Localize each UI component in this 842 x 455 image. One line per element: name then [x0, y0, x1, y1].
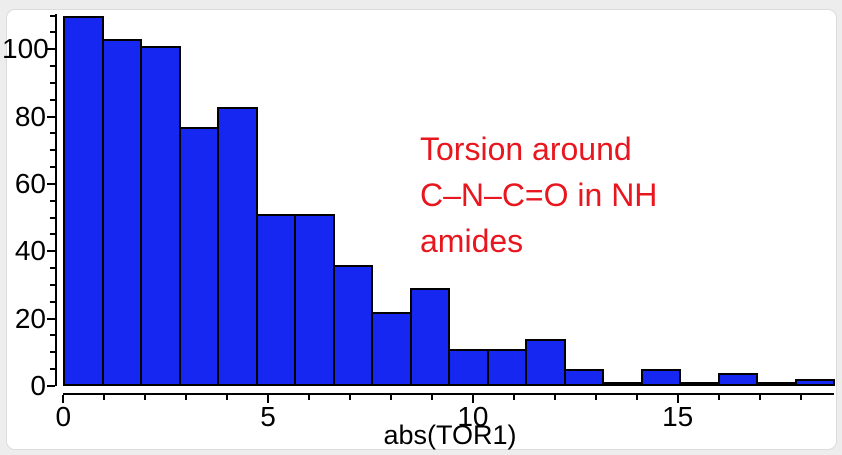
y-tick-label: 100: [2, 33, 49, 65]
histogram-bar[interactable]: [101, 39, 143, 386]
x-axis-tick: [185, 394, 188, 400]
x-axis-tick: [799, 394, 802, 400]
histogram-bar[interactable]: [255, 214, 297, 386]
annotation-text: Torsion around C–N–C=O in NH amides: [420, 126, 657, 264]
y-axis-tick: [50, 31, 55, 34]
histogram-bar[interactable]: [294, 214, 335, 386]
y-axis-tick: [50, 300, 55, 303]
x-axis-tick: [103, 394, 106, 400]
histogram-bar[interactable]: [602, 382, 643, 386]
y-axis-tick: [50, 65, 55, 68]
y-axis-tick: [50, 81, 55, 84]
annotation-line: Torsion around: [420, 131, 632, 167]
y-axis-tick: [50, 199, 55, 202]
y-axis-tick: [50, 132, 55, 135]
y-axis-tick: [47, 317, 55, 320]
x-axis-tick: [62, 394, 65, 403]
x-axis-tick: [512, 394, 515, 400]
x-axis-tick: [430, 394, 433, 400]
y-axis-tick: [50, 14, 55, 17]
y-axis-tick: [50, 149, 55, 152]
histogram-bar[interactable]: [140, 45, 181, 386]
y-axis-tick: [50, 283, 55, 286]
y-tick-label: 40: [14, 235, 46, 267]
y-axis-tick: [47, 182, 55, 185]
y-axis-tick: [50, 334, 55, 337]
y-axis-tick: [47, 385, 55, 387]
x-tick-label: 0: [55, 400, 72, 432]
x-axis-tick: [389, 394, 392, 400]
x-tick-label: 10: [457, 400, 489, 432]
histogram-bar[interactable]: [371, 311, 412, 386]
y-axis-tick: [50, 233, 55, 236]
y-axis-tick: [47, 48, 55, 51]
x-tick-label: 5: [260, 400, 276, 432]
annotation-line: C–N–C=O in NH: [420, 177, 658, 213]
histogram-bar[interactable]: [525, 338, 566, 386]
histogram-bar[interactable]: [217, 106, 258, 386]
histogram-bar[interactable]: [409, 288, 451, 386]
x-axis-tick: [471, 394, 474, 403]
histogram-bar[interactable]: [178, 126, 220, 386]
x-axis-tick: [758, 394, 761, 400]
x-axis-tick: [594, 394, 597, 400]
y-axis-tick: [50, 98, 55, 101]
y-tick-label: 80: [14, 100, 46, 132]
histogram-bar[interactable]: [448, 348, 489, 386]
x-axis-tick: [349, 394, 352, 400]
histogram-bar[interactable]: [756, 382, 797, 386]
x-axis-tick: [308, 394, 311, 400]
histogram-bar[interactable]: [717, 372, 759, 386]
x-axis-title: abs(TOR1): [383, 420, 517, 450]
histogram-bar[interactable]: [486, 348, 528, 386]
x-axis-line: [63, 392, 835, 395]
y-axis-tick: [47, 115, 55, 118]
y-axis-tick: [50, 216, 55, 219]
x-axis-tick: [226, 394, 229, 400]
histogram-bar[interactable]: [794, 379, 836, 386]
y-axis-tick: [50, 351, 55, 354]
y-axis-line: [55, 14, 57, 386]
annotation-line: amides: [420, 223, 524, 259]
y-axis-tick: [50, 368, 55, 371]
y-axis-tick: [50, 166, 55, 169]
y-axis-tick: [50, 267, 55, 270]
y-tick-label: 0: [30, 370, 46, 401]
histogram-bar[interactable]: [563, 369, 605, 386]
histogram-bar[interactable]: [332, 264, 374, 386]
histogram-bar[interactable]: [679, 382, 720, 386]
histogram-bar[interactable]: [640, 369, 682, 386]
histogram-bar[interactable]: [63, 15, 104, 386]
x-axis-tick: [553, 394, 556, 400]
x-axis-tick: [635, 394, 638, 400]
y-tick-label: 20: [14, 302, 46, 334]
y-axis-tick: [47, 250, 55, 253]
x-axis-tick: [144, 394, 147, 400]
x-axis-tick: [267, 394, 270, 403]
y-tick-label: 60: [14, 167, 46, 199]
x-tick-label: 15: [662, 400, 694, 432]
x-axis-tick: [717, 394, 720, 400]
x-axis-tick: [676, 394, 679, 403]
